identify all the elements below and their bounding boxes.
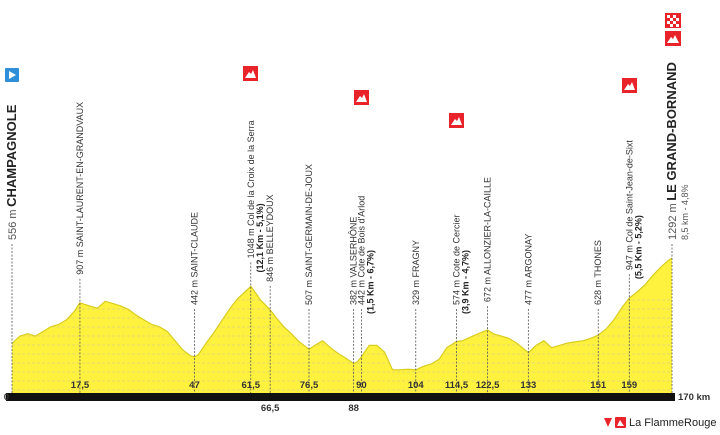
waypoint-name: FRAGNY — [411, 240, 421, 278]
waypoint-name: THONES — [593, 240, 603, 278]
climb-detail: (1,5 Km - 6,7%) — [365, 250, 375, 314]
waypoint-elevation: 382 m — [349, 280, 359, 305]
climb-icon — [622, 78, 637, 93]
waypoint-elevation: 628 m — [593, 280, 603, 305]
waypoint-label: 846 m BELLEYDOUX — [265, 194, 275, 282]
profile-line — [11, 257, 673, 371]
climb-icon — [243, 66, 258, 81]
x-tick-label: 17,5 — [71, 380, 90, 391]
waypoint-elevation: 672 m — [483, 277, 493, 302]
waypoint-name: VALSERHÔNE — [349, 217, 359, 278]
waypoint-label: 947 m Col de Saint-Jean-de-Sixt — [624, 140, 634, 271]
waypoint-name: SAINT-GERMAIN-DE-JOUX — [304, 164, 314, 278]
climb-detail: (5,5 Km - 5,2%) — [633, 215, 643, 279]
waypoint-label: 574 m Cote de Cercier — [452, 214, 462, 305]
logo: La FlammeRouge — [604, 417, 716, 429]
waypoint-name: Cote de Bois d'Arlod — [356, 196, 366, 278]
x-tick-label: 114,5 — [445, 380, 469, 391]
waypoint-elevation: 947 m — [624, 245, 634, 270]
waypoint-label: 442 m Cote de Bois d'Arlod — [356, 196, 366, 305]
waypoint-name: SAINT-LAURENT-EN-GRANDVAUX — [75, 102, 85, 247]
waypoint-label: 907 m SAINT-LAURENT-EN-GRANDVAUX — [75, 102, 85, 275]
waypoint-name: ALLONZIER-LA-CAILLE — [483, 177, 493, 275]
waypoint-label: 329 m FRAGNY — [411, 240, 421, 305]
x-tick-label: 104 — [408, 380, 425, 391]
waypoint-label: 556 m CHAMPAGNOLE — [4, 104, 19, 240]
climb-detail: 8,5 km - 4,8% — [680, 184, 690, 240]
climb-icon — [449, 113, 464, 128]
waypoint-label: 477 m ARGONAY — [523, 234, 533, 305]
waypoint-name: Cote de Cercier — [452, 214, 462, 277]
waypoint-name: CHAMPAGNOLE — [4, 104, 19, 207]
waypoint-label: 442 m SAINT-CLAUDE — [189, 212, 199, 305]
waypoint-label: 628 m THONES — [593, 240, 603, 305]
waypoint-elevation: 907 m — [75, 250, 85, 275]
waypoint-name: BELLEYDOUX — [265, 194, 275, 254]
logo-text: La FlammeRouge — [629, 417, 716, 429]
x-tick-label: 88 — [348, 403, 359, 414]
x-tick-label: 90 — [356, 380, 367, 391]
x-tick-label: 159 — [621, 380, 637, 391]
x-tick-label: 122,5 — [476, 380, 500, 391]
waypoint-elevation: 442 m — [189, 280, 199, 305]
x-tick-label: 151 — [590, 380, 607, 391]
profile-area — [12, 258, 672, 393]
waypoint-name: SAINT-CLAUDE — [189, 212, 199, 278]
waypoint-name: Col de Saint-Jean-de-Sixt — [624, 140, 634, 243]
waypoint-name: Col de la Croix de la Serra — [246, 120, 256, 226]
waypoint-elevation: 574 m — [452, 280, 462, 305]
profile-layer — [11, 257, 673, 393]
x-tick-label: 170 km — [678, 392, 710, 403]
waypoint-label: 672 m ALLONZIER-LA-CAILLE — [483, 177, 493, 302]
waypoint-name: LE GRAND-BORNAND — [664, 62, 679, 201]
waypoint-elevation: 477 m — [523, 280, 533, 305]
waypoint-name: ARGONAY — [523, 234, 533, 278]
waypoint-elevation: 846 m — [265, 257, 275, 282]
climb-detail: (3,9 Km - 4,7%) — [461, 250, 471, 314]
x-tick-label: 47 — [189, 380, 200, 391]
start-icon — [5, 68, 19, 82]
x-tick-label: 61,5 — [242, 380, 261, 391]
km-bar — [6, 393, 675, 401]
x-tick-label: 133 — [520, 380, 536, 391]
waypoint-elevation: 507 m — [304, 280, 314, 305]
climb-detail: (12,1 Km - 5,1%) — [255, 203, 265, 272]
x-tick-label: 0 — [4, 392, 9, 403]
waypoint-label: 1292 m LE GRAND-BORNAND — [664, 62, 679, 240]
x-tick-label: 76,5 — [300, 380, 319, 391]
waypoint-elevation: 329 m — [411, 280, 421, 305]
waypoint-label: 1048 m Col de la Croix de la Serra — [246, 120, 256, 258]
waypoint-elevation: 1292 m — [667, 203, 679, 240]
waypoint-label: 507 m SAINT-GERMAIN-DE-JOUX — [304, 164, 314, 305]
waypoint-elevation: 442 m — [356, 280, 366, 305]
waypoint-elevation: 556 m — [7, 209, 19, 240]
waypoint-elevation: 1048 m — [246, 228, 256, 258]
waypoint-label: 382 m VALSERHÔNE — [349, 217, 359, 305]
x-tick-label: 66,5 — [261, 403, 280, 414]
labels: 556 m CHAMPAGNOLE 907 m SAINT-LAURENT-EN-… — [4, 62, 711, 414]
finish-icon — [665, 13, 681, 46]
climb-icon — [354, 90, 369, 105]
